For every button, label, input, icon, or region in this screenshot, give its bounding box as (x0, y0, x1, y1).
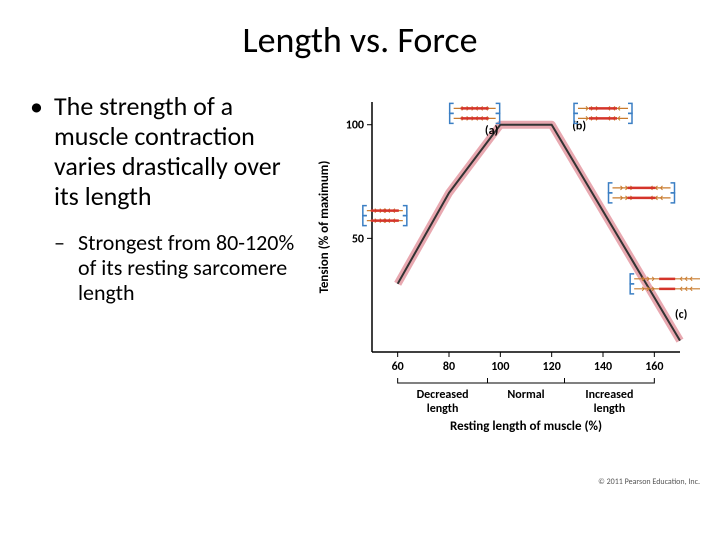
x-axis-label: Resting length of muscle (%) (450, 419, 602, 434)
x-tick-label: 60 (392, 360, 404, 374)
x-tick-label: 160 (645, 360, 663, 374)
sarcomere-icon (450, 103, 500, 123)
page-title: Length vs. Force (0, 18, 720, 62)
length-tension-chart: 50 100 60 80 100 120 140 160 Tension (% of maxim… (310, 92, 700, 472)
tension-curve-highlight (398, 125, 680, 341)
bullet-main: The strength of a muscle contraction var… (30, 92, 310, 212)
chart-column: 50 100 60 80 100 120 140 160 Tension (% of maxim… (310, 92, 700, 487)
tension-curve (398, 125, 680, 341)
x-tick-label: 140 (594, 360, 612, 374)
x-category-label: Increased (585, 388, 633, 402)
sarcomere-icon (363, 206, 407, 226)
text-column: The strength of a muscle contraction var… (30, 92, 310, 487)
sarcomere-icon (609, 183, 675, 203)
svg-text:length: length (594, 402, 626, 416)
y-tick-label: 50 (352, 232, 364, 246)
x-tick-label: 100 (491, 360, 509, 374)
x-tick-label: 120 (543, 360, 561, 374)
copyright-text: © 2011 Pearson Education, Inc. (310, 477, 700, 487)
svg-text:length: length (427, 402, 459, 416)
x-category-label: Normal (507, 388, 544, 402)
y-tick-label: 100 (346, 119, 364, 133)
x-tick-label: 80 (443, 360, 455, 374)
point-label: (a) (485, 124, 498, 138)
bullet-sub: Strongest from 80-120% of its resting sa… (30, 230, 310, 306)
y-axis-label: Tension (% of maximum) (317, 161, 332, 294)
content-row: The strength of a muscle contraction var… (0, 92, 720, 487)
point-label: (c) (675, 308, 688, 322)
x-category-label: Decreased (417, 388, 469, 402)
